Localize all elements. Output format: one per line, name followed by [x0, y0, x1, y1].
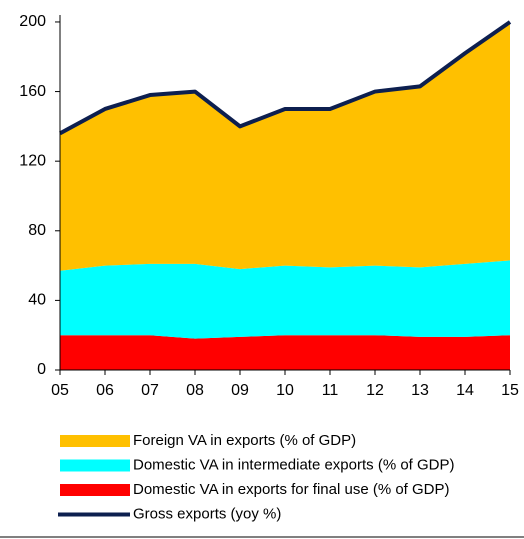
line	[59, 20, 512, 136]
legend-swatch	[60, 484, 130, 496]
x-tick-label: 06	[96, 382, 114, 399]
legend-label: Foreign VA in exports (% of GDP)	[133, 432, 356, 449]
y-tick-label: 160	[19, 83, 46, 100]
area	[60, 335, 510, 370]
y-tick-label: 40	[28, 292, 46, 309]
area	[60, 260, 510, 339]
legend-label: Domestic VA in intermediate exports (% o…	[133, 456, 455, 473]
x-tick-label: 05	[51, 382, 69, 399]
x-tick-label: 08	[186, 382, 204, 399]
y-tick-label: 120	[19, 152, 46, 169]
x-tick-label: 14	[456, 382, 474, 399]
y-tick-label: 80	[28, 222, 46, 239]
x-tick-label: 13	[411, 382, 429, 399]
legend-swatch	[60, 459, 130, 472]
x-tick-label: 15	[501, 382, 519, 399]
y-tick-label: 0	[37, 361, 46, 378]
x-tick-label: 07	[141, 382, 159, 399]
area	[60, 21, 510, 271]
legend-label: Domestic VA in exports for final use (% …	[133, 481, 450, 498]
x-tick-label: 11	[322, 382, 339, 399]
legend-label: Gross exports (yoy %)	[133, 505, 281, 522]
x-tick-label: 12	[366, 382, 384, 399]
x-tick-label: 10	[276, 382, 294, 399]
y-tick-label: 200	[19, 13, 46, 30]
x-tick-label: 09	[231, 382, 249, 399]
legend-swatch	[60, 435, 130, 447]
